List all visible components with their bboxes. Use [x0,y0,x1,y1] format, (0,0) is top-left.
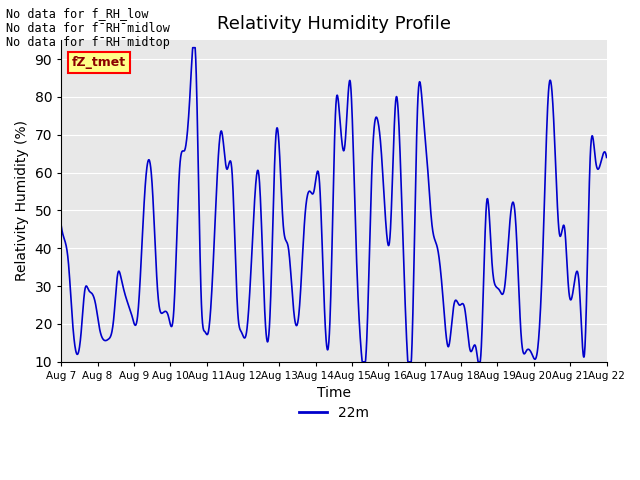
Y-axis label: Relativity Humidity (%): Relativity Humidity (%) [15,120,29,281]
X-axis label: Time: Time [317,386,351,400]
Text: No data for f¯RH¯midlow: No data for f¯RH¯midlow [6,22,170,35]
Legend: 22m: 22m [293,400,374,426]
Title: Relativity Humidity Profile: Relativity Humidity Profile [217,15,451,33]
Text: No data for f_RH_low: No data for f_RH_low [6,7,149,20]
Text: fZ_tmet: fZ_tmet [72,56,126,69]
Text: No data for f¯RH¯midtop: No data for f¯RH¯midtop [6,36,170,49]
